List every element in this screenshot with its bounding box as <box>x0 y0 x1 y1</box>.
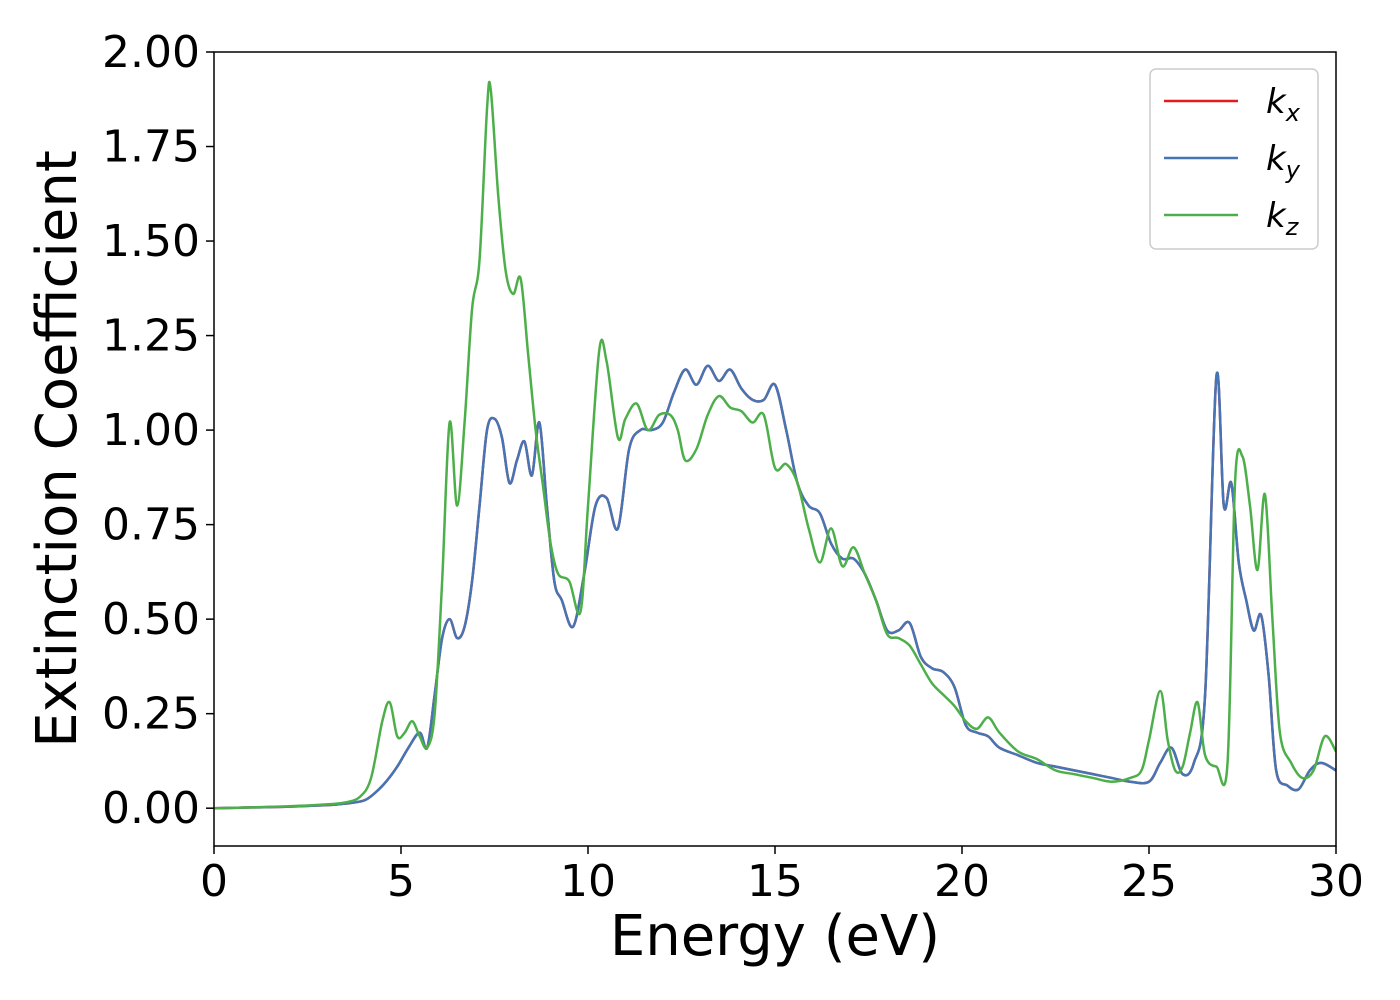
x-axis-ticks: 0 5 10 15 20 25 30 <box>200 846 1364 907</box>
x-tick-label: 25 <box>1121 856 1177 907</box>
y-tick-label: 0.00 <box>102 783 200 834</box>
x-tick-label: 20 <box>934 856 990 907</box>
legend-label-y: ky <box>1266 139 1301 184</box>
x-tick-label: 0 <box>200 856 228 907</box>
y-tick-label: 1.50 <box>102 216 200 267</box>
legend-label-x: kx <box>1266 82 1301 127</box>
x-tick-label: 30 <box>1308 856 1364 907</box>
y-tick-label: 1.25 <box>102 311 200 362</box>
y-tick-label: 2.00 <box>102 27 200 78</box>
x-axis-label: Energy (eV) <box>610 904 940 969</box>
legend: kx ky kz <box>1149 68 1319 250</box>
series-layer <box>214 80 1336 810</box>
y-tick-label: 1.75 <box>102 122 200 173</box>
y-tick-label: 0.25 <box>102 689 200 740</box>
x-tick-label: 10 <box>560 856 616 907</box>
series-line-z <box>214 80 1336 810</box>
y-tick-label: 0.75 <box>102 500 200 551</box>
y-tick-label: 0.50 <box>102 594 200 645</box>
y-tick-label: 1.00 <box>102 405 200 456</box>
x-tick-label: 5 <box>387 856 415 907</box>
x-tick-label: 15 <box>747 856 803 907</box>
legend-label-z: kz <box>1266 196 1300 241</box>
y-axis-label: Extinction Coefficient <box>25 150 90 748</box>
y-axis-ticks: 0.00 0.25 0.50 0.75 1.00 1.25 1.50 1.75 2.00 <box>102 27 214 834</box>
